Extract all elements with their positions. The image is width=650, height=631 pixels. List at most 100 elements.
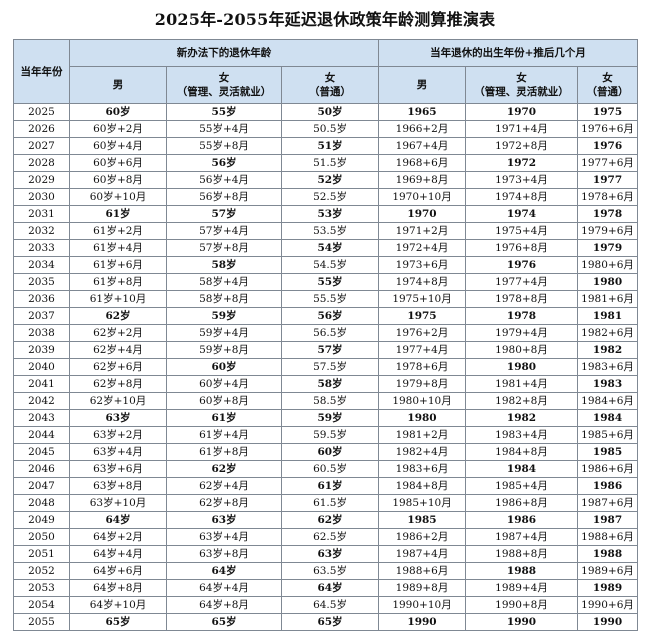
- female-normal-birth-header-line2: （普通）: [586, 86, 629, 98]
- female-normal-birth-year-cell: 1980: [577, 273, 639, 291]
- year-cell: 2043: [13, 409, 70, 427]
- year-cell: 2032: [13, 222, 70, 240]
- page: 2025年-2055年延迟退休政策年龄测算推演表 当年年份 新办法下的退休年龄 …: [13, 10, 639, 631]
- female-normal-age-cell: 58岁: [280, 375, 380, 393]
- female-normal-age-cell: 63岁: [280, 545, 380, 563]
- table-row: 2037 62岁 59岁 56岁 1975 1978 1981: [13, 307, 639, 325]
- year-cell: 2046: [13, 460, 70, 478]
- female-normal-age-cell: 63.5岁: [280, 562, 380, 580]
- male-age-cell: 60岁+6月: [69, 154, 167, 172]
- male-age-header: 男: [69, 66, 167, 104]
- male-age-cell: 63岁: [69, 409, 167, 427]
- female-mgmt-age-cell: 57岁+8月: [166, 239, 282, 257]
- male-age-cell: 64岁: [69, 511, 167, 529]
- female-normal-birth-year-cell: 1980+6月: [577, 256, 639, 274]
- female-normal-birth-year-cell: 1985: [577, 443, 639, 461]
- female-mgmt-age-cell: 55岁: [166, 103, 282, 121]
- female-normal-birth-year-cell: 1986: [577, 477, 639, 495]
- table-row: 2048 63岁+10月 62岁+8月 61.5岁 1985+10月 1986+8月 198…: [13, 494, 639, 512]
- female-mgmt-birth-year-cell: 1977+4月: [465, 273, 579, 291]
- female-mgmt-birth-header-line1: 女: [516, 72, 527, 84]
- female-mgmt-birth-year-cell: 1980: [465, 358, 579, 376]
- birth-year-group-header: 当年退休的出生年份+推后几个月: [378, 39, 639, 67]
- table-row: 2035 61岁+8月 58岁+4月 55岁 1974+8月 1977+4月 1980: [13, 273, 639, 291]
- retirement-age-table: 当年年份 新办法下的退休年龄 当年退休的出生年份+推后几个月 男 女 （管理、灵活…: [13, 39, 639, 631]
- female-mgmt-birth-year-cell: 1984: [465, 460, 579, 478]
- male-age-cell: 61岁+8月: [69, 273, 167, 291]
- male-age-cell: 62岁+8月: [69, 375, 167, 393]
- female-normal-birth-year-cell: 1987+6月: [577, 494, 639, 512]
- male-birth-year-cell: 1988+6月: [378, 562, 467, 580]
- male-age-cell: 61岁+10月: [69, 290, 167, 308]
- male-birth-year-cell: 1990+10月: [378, 596, 467, 614]
- year-cell: 2026: [13, 120, 70, 138]
- male-birth-year-cell: 1986+2月: [378, 528, 467, 546]
- male-age-cell: 62岁: [69, 307, 167, 325]
- female-mgmt-birth-year-cell: 1971+4月: [465, 120, 579, 138]
- table-row: 2039 62岁+4月 59岁+8月 57岁 1977+4月 1980+8月 1982: [13, 341, 639, 359]
- female-normal-birth-year-cell: 1976+6月: [577, 120, 639, 138]
- female-mgmt-age-cell: 62岁+8月: [166, 494, 282, 512]
- year-cell: 2040: [13, 358, 70, 376]
- table-row: 2031 61岁 57岁 53岁 1970 1974 1978: [13, 205, 639, 223]
- female-mgmt-birth-year-cell: 1984+8月: [465, 443, 579, 461]
- year-cell: 2030: [13, 188, 70, 206]
- female-normal-age-cell: 56岁: [280, 307, 380, 325]
- table-row: 2040 62岁+6月 60岁 57.5岁 1978+6月 1980 1983+6月: [13, 358, 639, 376]
- female-mgmt-age-cell: 58岁: [166, 256, 282, 274]
- female-mgmt-age-header-line1: 女: [218, 72, 230, 84]
- female-normal-age-cell: 55.5岁: [280, 290, 380, 308]
- year-cell: 2029: [13, 171, 70, 189]
- female-normal-birth-year-cell: 1982+6月: [577, 324, 639, 342]
- female-normal-age-cell: 56.5岁: [280, 324, 380, 342]
- female-mgmt-birth-year-cell: 1981+4月: [465, 375, 579, 393]
- male-birth-header: 男: [378, 66, 467, 104]
- male-birth-year-cell: 1969+8月: [378, 171, 467, 189]
- female-mgmt-birth-year-cell: 1972+8月: [465, 137, 579, 155]
- female-mgmt-age-cell: 63岁: [166, 511, 282, 529]
- year-cell: 2050: [13, 528, 70, 546]
- female-mgmt-birth-year-cell: 1985+4月: [465, 477, 579, 495]
- male-age-cell: 64岁+4月: [69, 545, 167, 563]
- male-birth-year-cell: 1980+10月: [378, 392, 467, 410]
- female-normal-birth-year-cell: 1979+6月: [577, 222, 639, 240]
- female-mgmt-age-cell: 60岁+8月: [166, 392, 282, 410]
- female-mgmt-birth-year-cell: 1986+8月: [465, 494, 579, 512]
- female-mgmt-age-cell: 59岁+4月: [166, 324, 282, 342]
- female-mgmt-age-cell: 55岁+4月: [166, 120, 282, 138]
- year-column-header: 当年年份: [13, 39, 70, 104]
- male-age-cell: 61岁+6月: [69, 256, 167, 274]
- male-birth-year-cell: 1980: [378, 409, 467, 427]
- female-normal-age-cell: 51岁: [280, 137, 380, 155]
- female-mgmt-age-cell: 56岁+8月: [166, 188, 282, 206]
- female-normal-birth-year-cell: 1989+6月: [577, 562, 639, 580]
- female-normal-age-cell: 53.5岁: [280, 222, 380, 240]
- male-age-cell: 60岁+4月: [69, 137, 167, 155]
- table-row: 2032 61岁+2月 57岁+4月 53.5岁 1971+2月 1975+4月 1979+…: [13, 222, 639, 240]
- female-normal-birth-year-cell: 1983+6月: [577, 358, 639, 376]
- table-row: 2028 60岁+6月 56岁 51.5岁 1968+6月 1972 1977+6月: [13, 154, 639, 172]
- female-mgmt-age-cell: 62岁: [166, 460, 282, 478]
- female-mgmt-age-cell: 61岁: [166, 409, 282, 427]
- year-cell: 2042: [13, 392, 70, 410]
- female-mgmt-birth-year-cell: 1979+4月: [465, 324, 579, 342]
- female-mgmt-birth-year-cell: 1983+4月: [465, 426, 579, 444]
- female-mgmt-age-cell: 58岁+4月: [166, 273, 282, 291]
- male-age-cell: 62岁+6月: [69, 358, 167, 376]
- female-mgmt-birth-year-cell: 1980+8月: [465, 341, 579, 359]
- female-normal-age-cell: 59岁: [280, 409, 380, 427]
- year-cell: 2034: [13, 256, 70, 274]
- year-cell: 2044: [13, 426, 70, 444]
- female-mgmt-age-cell: 62岁+4月: [166, 477, 282, 495]
- female-mgmt-birth-header: 女 （管理、灵活就业）: [465, 66, 579, 104]
- male-birth-year-cell: 1990: [378, 613, 467, 631]
- female-normal-birth-year-cell: 1977: [577, 171, 639, 189]
- male-age-cell: 64岁+2月: [69, 528, 167, 546]
- year-cell: 2027: [13, 137, 70, 155]
- male-age-cell: 61岁+2月: [69, 222, 167, 240]
- female-normal-age-cell: 60岁: [280, 443, 380, 461]
- male-birth-year-cell: 1965: [378, 103, 467, 121]
- female-normal-age-cell: 60.5岁: [280, 460, 380, 478]
- year-cell: 2055: [13, 613, 70, 631]
- female-mgmt-birth-year-cell: 1972: [465, 154, 579, 172]
